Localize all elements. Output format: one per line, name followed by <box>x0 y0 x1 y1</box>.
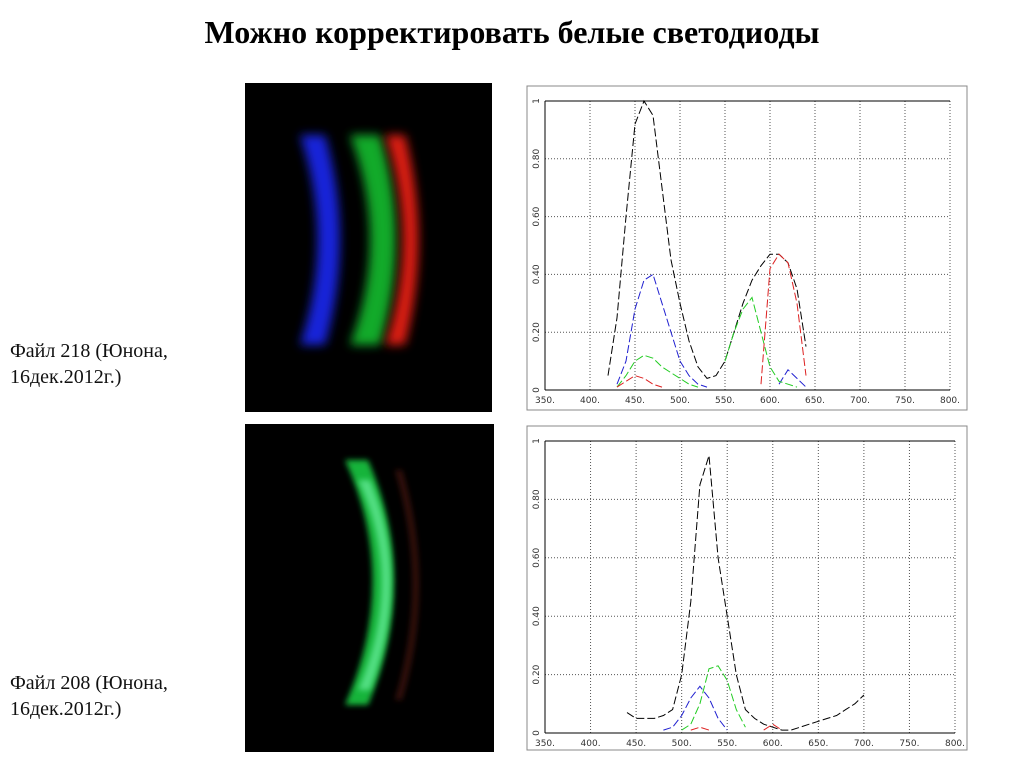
x-tick-label: 400. <box>581 739 601 749</box>
y-tick-label: 0.60 <box>532 548 542 568</box>
y-tick-label: 0.60 <box>532 206 542 226</box>
series-line <box>616 273 807 388</box>
x-tick-label: 800. <box>940 396 960 406</box>
x-tick-label: 700. <box>850 396 870 406</box>
y-tick-label: 0.80 <box>532 489 542 509</box>
y-tick-label: 1 <box>532 438 542 444</box>
y-tick-label: 0.80 <box>532 149 542 169</box>
series-line <box>616 296 798 388</box>
x-tick-label: 600. <box>760 396 780 406</box>
x-tick-label: 550. <box>715 396 735 406</box>
x-tick-label: 750. <box>899 739 919 749</box>
x-tick-label: 550. <box>717 739 737 749</box>
caption: Файл 208 (Юнона, 16дек.2012г.) <box>10 670 168 722</box>
series-line <box>663 685 728 731</box>
x-tick-label: 450. <box>625 396 645 406</box>
y-tick-label: 1 <box>532 98 542 104</box>
slide-title: Можно корректировать белые светодиоды <box>204 14 820 50</box>
spectrum-photo <box>245 424 494 752</box>
series-line <box>690 723 783 731</box>
x-tick-label: 350. <box>535 739 555 749</box>
x-tick-label: 750. <box>895 396 915 406</box>
y-tick-label: 0 <box>532 730 542 736</box>
caption-line: Файл 208 (Юнона, <box>10 672 168 694</box>
chart-frame <box>526 85 968 411</box>
x-tick-label: 700. <box>854 739 874 749</box>
x-tick-label: 450. <box>626 739 646 749</box>
x-tick-label: 650. <box>808 739 828 749</box>
caption: Файл 218 (Юнона, 16дек.2012г.) <box>10 338 168 390</box>
x-tick-label: 650. <box>805 396 825 406</box>
spectrum-photo <box>245 83 492 412</box>
y-tick-label: 0.20 <box>532 322 542 342</box>
y-tick-label: 0 <box>532 387 542 393</box>
chart-frame <box>526 425 968 751</box>
caption-line: Файл 218 (Юнона, <box>10 340 168 362</box>
x-tick-label: 500. <box>672 739 692 749</box>
y-tick-label: 0.40 <box>532 606 542 626</box>
series-line <box>607 99 807 379</box>
y-tick-label: 0.40 <box>532 264 542 284</box>
y-tick-label: 0.20 <box>532 664 542 684</box>
caption-line: 16дек.2012г.) <box>10 366 122 388</box>
series-line <box>616 253 807 388</box>
series-line <box>626 455 865 731</box>
x-tick-label: 600. <box>763 739 783 749</box>
x-tick-label: 400. <box>580 396 600 406</box>
series-line <box>681 665 746 731</box>
x-tick-label: 500. <box>670 396 690 406</box>
x-tick-label: 800. <box>945 739 965 749</box>
caption-line: 16дек.2012г.) <box>10 698 122 720</box>
x-tick-label: 350. <box>535 396 555 406</box>
